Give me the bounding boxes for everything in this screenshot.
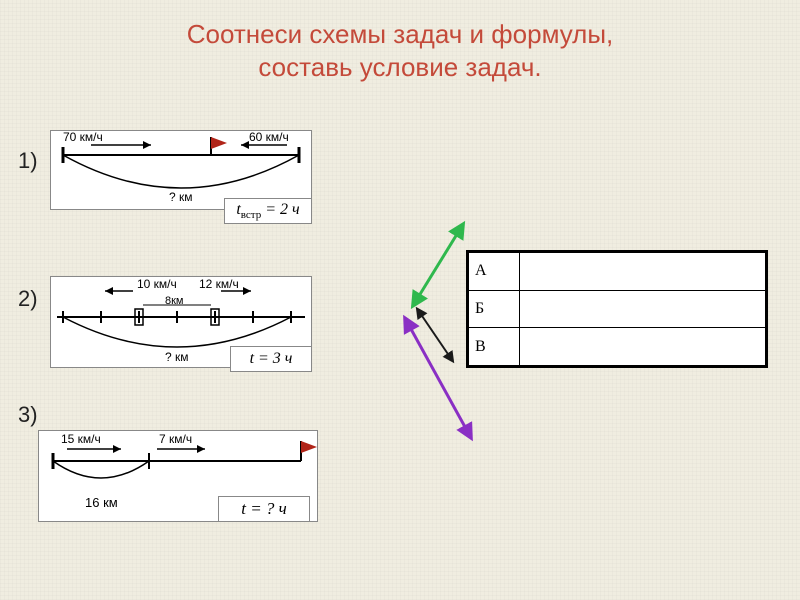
connector-arrows (0, 0, 800, 600)
arrow-purple (406, 320, 470, 436)
arrow-green (414, 226, 462, 304)
